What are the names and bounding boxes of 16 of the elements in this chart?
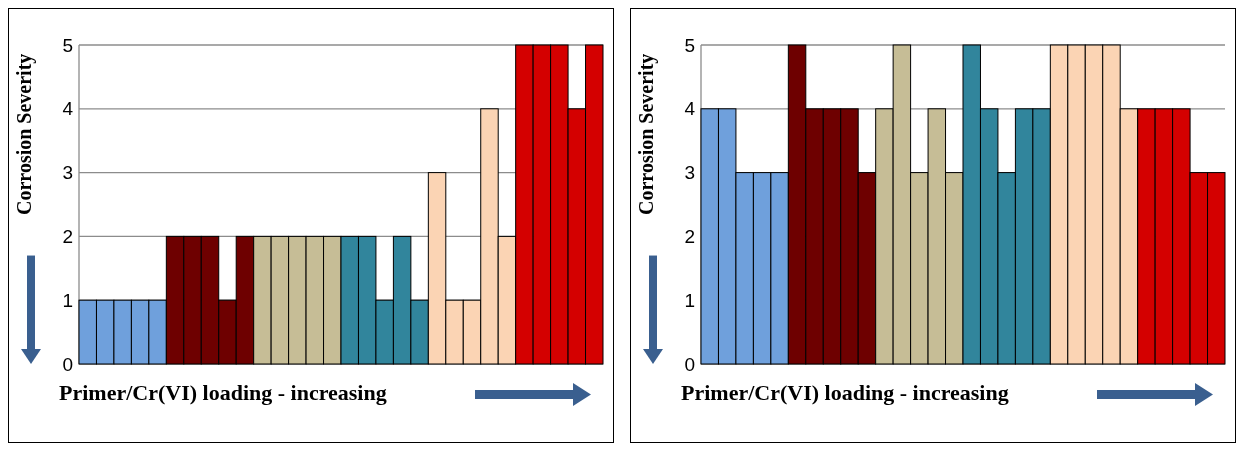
y-tick-label: 4 xyxy=(684,98,696,120)
y-tick-label: 5 xyxy=(684,34,695,56)
y-tick-label: 0 xyxy=(684,353,695,375)
y-tick-label: 4 xyxy=(62,98,74,120)
y-tick-label: 5 xyxy=(62,34,73,56)
y-tick-label: 2 xyxy=(684,226,695,248)
y-axis-title: Corrosion Severity xyxy=(13,53,36,215)
y-tick-label: 2 xyxy=(62,226,73,248)
y-tick-label: 1 xyxy=(62,289,73,311)
y-tick-label: 3 xyxy=(62,162,73,184)
x-axis-title: Primer/Cr(VI) loading - increasing xyxy=(681,380,1009,405)
y-tick-label: 3 xyxy=(684,162,695,184)
y-tick-label: 0 xyxy=(62,353,73,375)
x-axis-title: Primer/Cr(VI) loading - increasing xyxy=(59,380,387,405)
y-axis-title: Corrosion Severity xyxy=(635,53,658,215)
y-tick-label: 1 xyxy=(684,289,695,311)
